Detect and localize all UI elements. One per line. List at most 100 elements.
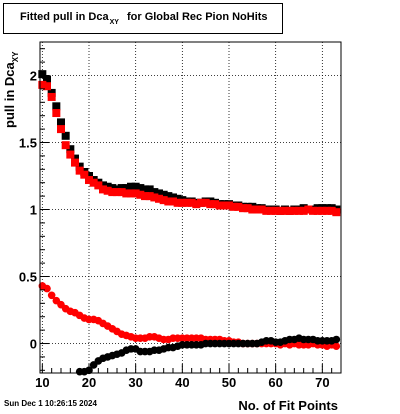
data-point-square	[127, 189, 135, 198]
x-tick-label: 70	[315, 375, 329, 390]
footer-timestamp: Sun Dec 1 10:26:15 2024	[4, 399, 97, 408]
data-point-square	[173, 194, 182, 203]
y-axis-label-subscript: XY	[11, 51, 20, 63]
data-point-square	[47, 88, 56, 97]
data-point-square	[159, 196, 168, 205]
y-tick-label: 1.5	[19, 136, 37, 151]
data-point-circle	[43, 284, 51, 293]
data-point-square	[103, 186, 112, 195]
data-point-square	[85, 172, 93, 181]
data-point-square	[323, 206, 331, 215]
data-point-square	[103, 182, 112, 191]
data-point-square	[150, 193, 159, 202]
data-point-square	[75, 166, 84, 175]
data-point-square	[234, 202, 243, 211]
data-point-square	[206, 200, 215, 209]
data-point-square	[155, 189, 163, 198]
data-point-square	[187, 198, 196, 207]
data-point-square	[173, 198, 182, 207]
data-point-square	[313, 206, 322, 215]
x-tick-label: 40	[175, 375, 189, 390]
data-point-square	[61, 131, 70, 140]
data-point-square	[164, 197, 173, 206]
data-point-square	[257, 205, 266, 214]
data-point-square	[99, 181, 107, 190]
data-point-square	[285, 206, 294, 215]
data-point-square	[215, 201, 224, 210]
data-point-square	[155, 194, 163, 203]
data-point-square	[225, 201, 233, 210]
y-axis-label-main: pull in Dca	[2, 62, 17, 128]
data-point-square	[211, 200, 219, 209]
data-point-square	[85, 176, 93, 185]
data-point-square	[229, 202, 238, 211]
data-point-square	[57, 118, 65, 127]
data-point-square	[253, 205, 261, 214]
plot-frame	[39, 41, 342, 374]
data-point-square	[52, 109, 61, 118]
data-point-square	[52, 102, 61, 111]
data-point-square	[136, 190, 145, 199]
data-point-square	[136, 184, 145, 193]
data-point-square	[220, 201, 229, 210]
chart-title-box: Fitted pull in DcaXY for Global Rec Pion …	[3, 3, 283, 34]
data-point-square	[71, 158, 79, 167]
data-point-square	[131, 189, 140, 198]
data-point-square	[318, 206, 327, 215]
data-point-square	[332, 208, 341, 217]
data-point-square	[271, 206, 280, 215]
data-point-square	[201, 198, 210, 207]
data-point-square	[164, 192, 173, 201]
chart-title-subscript: XY	[109, 19, 119, 26]
data-point-square	[71, 154, 79, 163]
data-point-circle	[332, 335, 341, 344]
data-point-square	[113, 188, 121, 197]
data-point-square	[131, 182, 140, 191]
data-point-square	[243, 204, 252, 213]
chart-title-rest: for Global Rec Pion NoHits	[126, 11, 268, 23]
axis-ticks: 10 20 30 40 50 60 70 0 0.5 1 1.5 2	[19, 48, 342, 390]
y-tick-label: 2	[30, 69, 37, 84]
chart-title: Fitted pull in DcaXY for Global Rec Pion …	[20, 11, 268, 26]
data-point-circle	[332, 342, 341, 350]
data-point-square	[117, 188, 126, 197]
y-tick-label: 1	[30, 203, 37, 218]
data-point-square	[108, 188, 117, 197]
data-point-square	[43, 75, 51, 84]
data-point-square	[248, 205, 257, 214]
chart-title-main: Fitted pull in Dca	[20, 11, 109, 23]
series-1	[38, 80, 341, 217]
series-3	[75, 334, 341, 376]
data-point-square	[276, 206, 285, 215]
data-point-square	[197, 198, 205, 207]
data-point-square	[127, 182, 135, 191]
data-point-square	[75, 162, 84, 171]
y-tick-label: 0	[30, 337, 37, 352]
data-point-square	[57, 125, 65, 134]
data-point-square	[192, 200, 201, 209]
data-point-square	[183, 198, 191, 207]
data-point-square	[38, 80, 47, 89]
x-axis-label: No. of Fit Points	[238, 398, 338, 413]
data-point-square	[239, 204, 247, 213]
data-point-circle	[47, 291, 56, 300]
data-point-square	[169, 197, 177, 206]
data-point-square	[89, 178, 98, 187]
x-tick-label: 20	[82, 375, 96, 390]
data-point-square	[309, 206, 317, 215]
data-point-square	[145, 185, 154, 194]
data-point-square	[94, 181, 103, 190]
y-axis-label: pull in DcaXY	[2, 52, 20, 128]
data-point-square	[99, 185, 107, 194]
data-point-square	[117, 184, 126, 193]
data-point-square	[169, 193, 177, 202]
data-point-square	[262, 206, 271, 215]
y-tick-label: 0.5	[19, 270, 37, 285]
data-point-square	[327, 206, 336, 215]
x-tick-label: 30	[128, 375, 142, 390]
x-tick-label: 10	[35, 375, 49, 390]
data-marks	[38, 70, 341, 376]
data-point-square	[150, 188, 159, 197]
data-point-square	[141, 185, 149, 194]
